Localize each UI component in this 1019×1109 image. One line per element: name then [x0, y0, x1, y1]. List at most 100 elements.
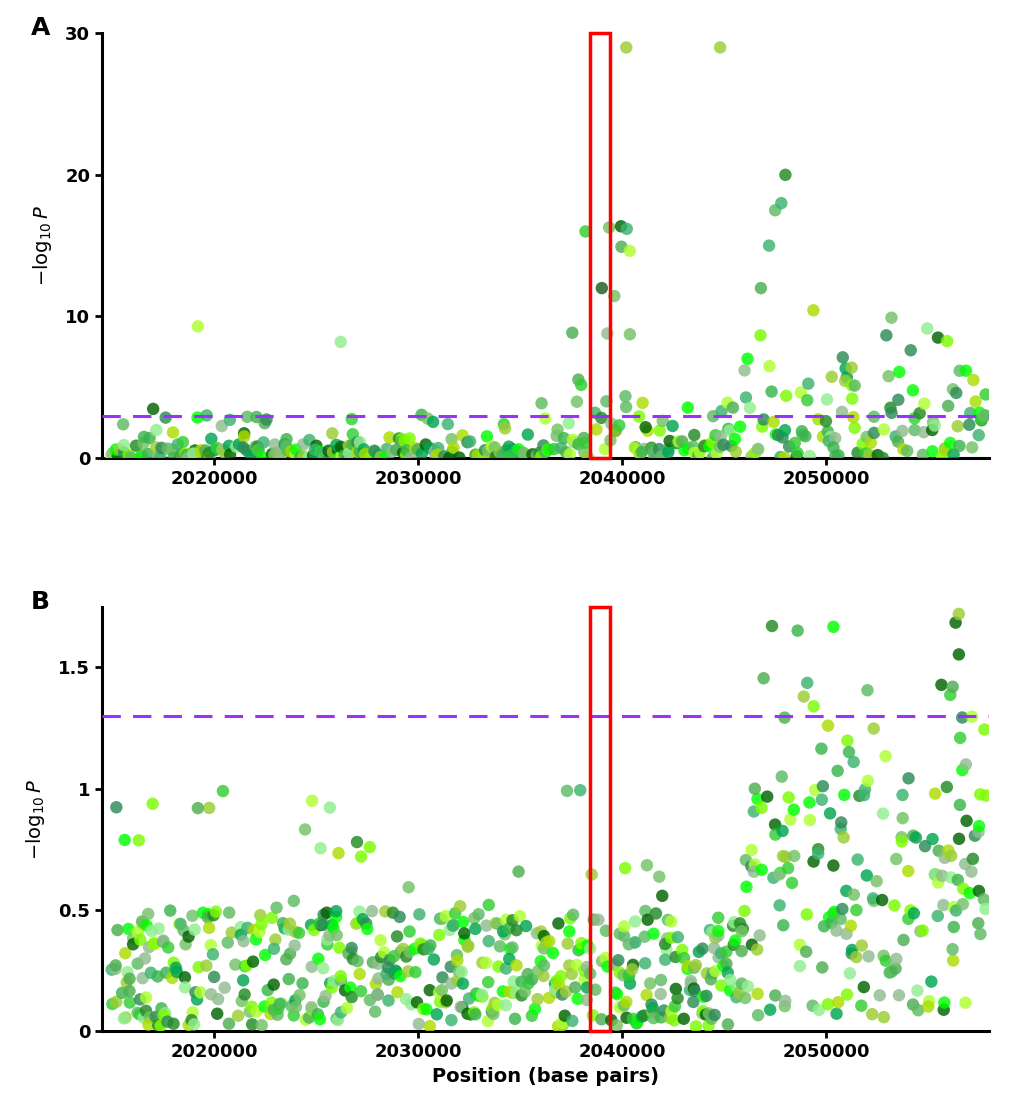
Point [573, 376, 589, 394]
Point [235, 933, 252, 950]
Point [697, 987, 713, 1005]
Point [124, 936, 141, 954]
Point [611, 925, 628, 943]
Point [845, 753, 861, 771]
Point [184, 1004, 201, 1021]
Point [837, 373, 853, 390]
Point [560, 923, 577, 940]
Point [297, 821, 313, 838]
Point [475, 446, 491, 464]
Point [841, 965, 857, 983]
Point [137, 949, 153, 967]
Point [117, 945, 133, 963]
Point [480, 441, 496, 459]
Point [776, 166, 793, 184]
Point [947, 613, 963, 631]
Point [695, 988, 711, 1006]
Point [140, 905, 156, 923]
Point [444, 917, 461, 935]
Point [111, 440, 127, 458]
Point [949, 417, 965, 435]
Point [145, 400, 161, 418]
Point [765, 413, 782, 430]
Point [958, 812, 974, 830]
Point [576, 434, 592, 451]
Point [489, 915, 505, 933]
Point [319, 930, 335, 948]
Point [945, 952, 961, 969]
Point [330, 844, 346, 862]
Point [876, 747, 893, 765]
Point [929, 328, 946, 346]
Point [162, 902, 178, 919]
Point [852, 997, 868, 1015]
Point [253, 915, 269, 933]
Point [177, 445, 194, 462]
Point [503, 444, 520, 461]
Point [926, 866, 943, 884]
Point [743, 857, 759, 875]
Point [606, 421, 623, 439]
Point [340, 437, 357, 455]
Point [139, 916, 155, 934]
Point [372, 932, 388, 949]
Point [265, 976, 281, 994]
Point [191, 958, 207, 976]
Point [639, 910, 655, 928]
Point [746, 780, 762, 797]
Point [899, 862, 915, 879]
Point [895, 440, 911, 458]
Point [864, 889, 880, 907]
Point [450, 964, 467, 981]
Point [636, 928, 652, 946]
Point [857, 445, 873, 462]
Point [616, 859, 633, 877]
Point [165, 424, 181, 441]
Point [520, 975, 536, 993]
Point [332, 1004, 348, 1021]
Point [164, 440, 180, 458]
Point [437, 994, 453, 1011]
Point [328, 926, 344, 944]
Point [526, 1000, 542, 1018]
Point [535, 939, 551, 957]
Point [888, 950, 904, 968]
Point [552, 967, 569, 985]
Point [410, 440, 426, 458]
Point [130, 832, 147, 849]
Point [421, 981, 437, 999]
Point [460, 938, 476, 956]
Point [578, 991, 594, 1009]
Point [970, 426, 986, 444]
Point [206, 968, 222, 986]
Point [703, 923, 719, 940]
Point [645, 444, 661, 461]
Point [487, 447, 503, 465]
Point [315, 448, 331, 466]
Point [706, 929, 722, 947]
Point [370, 447, 386, 465]
Point [820, 433, 837, 450]
Point [648, 448, 664, 466]
Point [129, 923, 146, 940]
Point [935, 441, 952, 459]
Point [876, 952, 893, 969]
Point [661, 433, 678, 450]
Point [549, 1018, 566, 1036]
Point [285, 892, 302, 909]
Point [443, 1011, 460, 1029]
Point [929, 874, 946, 892]
Point [795, 688, 811, 705]
Point [606, 956, 623, 974]
Point [440, 449, 457, 467]
Point [773, 822, 790, 840]
Point [442, 958, 459, 976]
Point [513, 987, 529, 1005]
Point [409, 994, 425, 1011]
Point [870, 987, 887, 1005]
Point [426, 442, 442, 460]
Point [859, 772, 875, 790]
Point [203, 430, 219, 448]
Point [961, 884, 977, 902]
Point [926, 785, 943, 803]
